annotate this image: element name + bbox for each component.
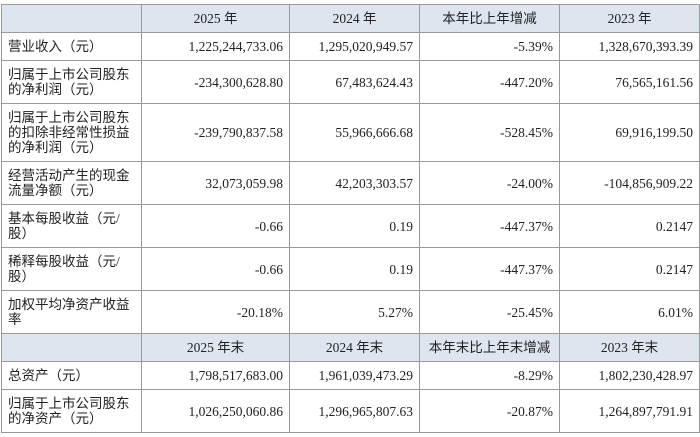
header-cell: 2025 年 xyxy=(141,4,290,33)
value-cell: -24.00% xyxy=(419,161,560,205)
value-cell: 76,565,161.56 xyxy=(559,60,700,104)
value-cell: -0.66 xyxy=(141,204,290,248)
value-cell: 1,295,020,949.57 xyxy=(289,32,420,61)
header-cell: 2023 年末 xyxy=(559,333,700,362)
value-cell: 1,296,965,807.63 xyxy=(289,389,420,433)
value-cell: 1,961,039,473.29 xyxy=(289,361,420,390)
value-cell: -447.37% xyxy=(419,204,560,248)
value-cell: 0.2147 xyxy=(559,204,700,248)
value-cell: -239,790,837.58 xyxy=(141,103,290,162)
row-label: 总资产（元） xyxy=(1,361,142,390)
header-cell: 2024 年 xyxy=(289,4,420,33)
header-cell xyxy=(1,333,142,362)
financial-table: 2025 年 2024 年本年比上年增减 2023 年营业收入（元） 1,225,24… xyxy=(1,4,700,433)
row-label: 归属于上市公司股东的净利润（元） xyxy=(1,60,142,104)
value-cell: 1,225,244,733.06 xyxy=(141,32,290,61)
header-cell xyxy=(1,4,142,33)
header-cell: 2024 年末 xyxy=(289,333,420,362)
value-cell: 42,203,303.57 xyxy=(289,161,420,205)
row-label: 经营活动产生的现金流量净额（元） xyxy=(1,161,142,205)
data-row: 基本每股收益（元/股） -0.66 0.19 -447.37% 0.2147 xyxy=(1,204,700,248)
value-cell: -20.87% xyxy=(419,389,560,433)
value-cell: -5.39% xyxy=(419,32,560,61)
value-cell: 32,073,059.98 xyxy=(141,161,290,205)
value-cell: 69,916,199.50 xyxy=(559,103,700,162)
header-cell: 2025 年末 xyxy=(141,333,290,362)
row-label: 归属于上市公司股东的扣除非经常性损益的净利润（元） xyxy=(1,103,142,162)
value-cell: -8.29% xyxy=(419,361,560,390)
page: 2025 年 2024 年本年比上年增减 2023 年营业收入（元） 1,225,24… xyxy=(0,4,700,437)
value-cell: 5.27% xyxy=(289,290,420,334)
data-row: 归属于上市公司股东的净资产（元） 1,026,250,060.86 1,296,96… xyxy=(1,389,700,433)
data-row: 归属于上市公司股东的扣除非经常性损益的净利润（元） -239,790,837.58… xyxy=(1,103,700,162)
value-cell: 6.01% xyxy=(559,290,700,334)
row-label: 稀释每股收益（元/股） xyxy=(1,247,142,291)
value-cell: 0.2147 xyxy=(559,247,700,291)
value-cell: 1,798,517,683.00 xyxy=(141,361,290,390)
row-label: 营业收入（元） xyxy=(1,32,142,61)
value-cell: -25.45% xyxy=(419,290,560,334)
data-row: 加权平均净资产收益率 -20.18% 5.27% -25.45% 6.01% xyxy=(1,290,700,334)
data-row: 总资产（元） 1,798,517,683.00 1,961,039,473.29 -8… xyxy=(1,361,700,390)
data-row: 营业收入（元） 1,225,244,733.06 1,295,020,949.57-… xyxy=(1,32,700,61)
table-body: 2025 年 2024 年本年比上年增减 2023 年营业收入（元） 1,225,24… xyxy=(1,4,700,433)
value-cell: -447.37% xyxy=(419,247,560,291)
value-cell: 1,026,250,060.86 xyxy=(141,389,290,433)
header-cell: 2023 年 xyxy=(559,4,700,33)
data-row: 经营活动产生的现金流量净额（元） 32,073,059.98 42,203,303.… xyxy=(1,161,700,205)
data-row: 归属于上市公司股东的净利润（元） -234,300,628.80 67,483,62… xyxy=(1,60,700,104)
value-cell: -447.20% xyxy=(419,60,560,104)
row-label: 加权平均净资产收益率 xyxy=(1,290,142,334)
value-cell: 0.19 xyxy=(289,247,420,291)
value-cell: 1,264,897,791.91 xyxy=(559,389,700,433)
header-row: 2025 年 2024 年本年比上年增减 2023 年 xyxy=(1,4,700,33)
value-cell: 67,483,624.43 xyxy=(289,60,420,104)
row-label: 归属于上市公司股东的净资产（元） xyxy=(1,389,142,433)
value-cell: -104,856,909.22 xyxy=(559,161,700,205)
row-label: 基本每股收益（元/股） xyxy=(1,204,142,248)
value-cell: -0.66 xyxy=(141,247,290,291)
header-row: 2025 年末 2024 年末 本年末比上年末增减 2023 年末 xyxy=(1,333,700,362)
value-cell: -234,300,628.80 xyxy=(141,60,290,104)
value-cell: -20.18% xyxy=(141,290,290,334)
header-cell: 本年末比上年末增减 xyxy=(419,333,560,362)
value-cell: 55,966,666.68 xyxy=(289,103,420,162)
header-cell: 本年比上年增减 xyxy=(419,4,560,33)
data-row: 稀释每股收益（元/股） -0.66 0.19 -447.37% 0.2147 xyxy=(1,247,700,291)
value-cell: -528.45% xyxy=(419,103,560,162)
value-cell: 0.19 xyxy=(289,204,420,248)
value-cell: 1,802,230,428.97 xyxy=(559,361,700,390)
value-cell: 1,328,670,393.39 xyxy=(559,32,700,61)
